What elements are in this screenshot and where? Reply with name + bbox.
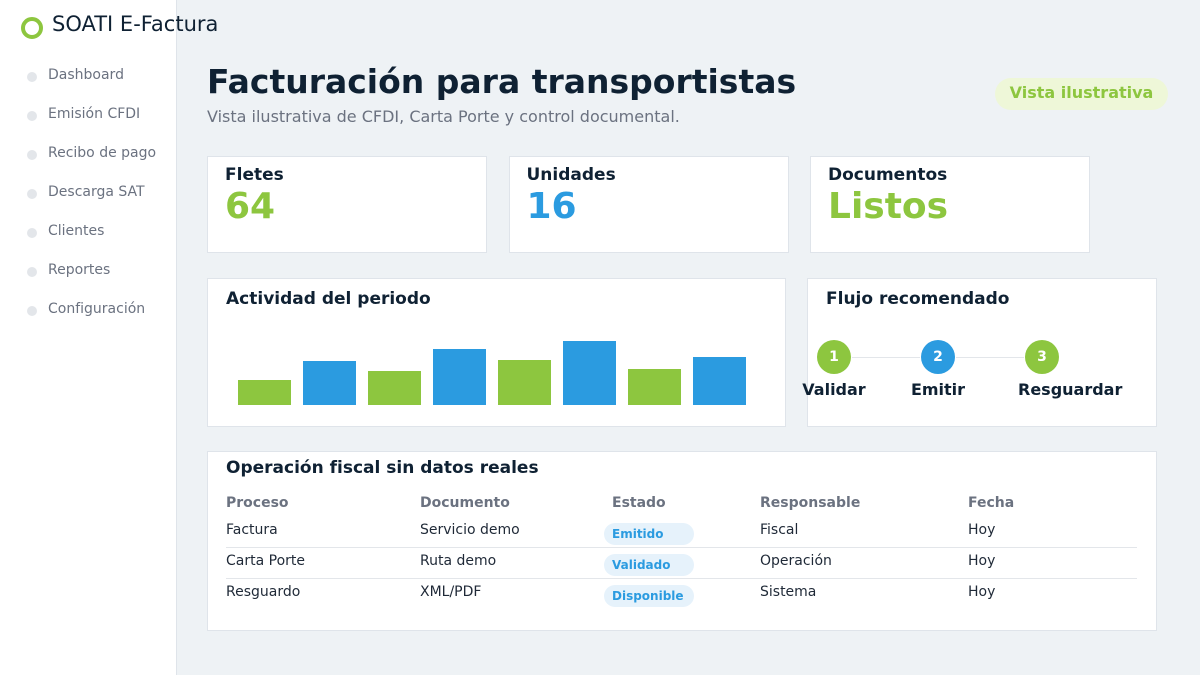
step-circle: 1 xyxy=(817,340,851,374)
status-pill: Disponible xyxy=(604,585,694,607)
nav-dot xyxy=(27,228,37,238)
stat-value: Listos xyxy=(828,186,949,227)
table-cell: Hoy xyxy=(968,522,996,538)
table-cell: Servicio demo xyxy=(420,522,520,538)
step-circle: 3 xyxy=(1025,340,1059,374)
badge: Vista ilustrativa xyxy=(995,78,1168,110)
table-cell: Factura xyxy=(226,522,278,538)
column-header: Responsable xyxy=(760,495,861,511)
table-cell: XML/PDF xyxy=(420,584,482,600)
nav-dot xyxy=(27,306,37,316)
page-subtitle: Vista ilustrativa de CFDI, Carta Porte y… xyxy=(207,107,680,126)
nav-item[interactable]: Clientes xyxy=(48,223,105,239)
row-separator xyxy=(226,547,1137,548)
nav-dot xyxy=(27,189,37,199)
nav-item[interactable]: Dashboard xyxy=(48,67,124,83)
nav-item[interactable]: Emisión CFDI xyxy=(48,106,141,122)
status-pill: Emitido xyxy=(604,523,694,545)
nav-dot xyxy=(27,111,37,121)
column-header: Proceso xyxy=(226,495,289,511)
table-cell: Hoy xyxy=(968,584,996,600)
stat-card xyxy=(810,156,1090,253)
bar xyxy=(303,361,356,405)
stat-label: Fletes xyxy=(225,165,284,185)
flow-connector xyxy=(956,357,1024,358)
table-cell: Operación xyxy=(760,553,832,569)
status-pill: Validado xyxy=(604,554,694,576)
nav-dot xyxy=(27,72,37,82)
sidebar xyxy=(0,0,177,675)
flow-connector xyxy=(852,357,920,358)
bar xyxy=(368,371,421,405)
nav-item[interactable]: Configuración xyxy=(48,301,146,317)
nav-item[interactable]: Recibo de pago xyxy=(48,145,157,161)
table-cell: Hoy xyxy=(968,553,996,569)
row-separator xyxy=(226,578,1137,579)
column-header: Fecha xyxy=(968,495,1015,511)
nav-dot xyxy=(27,267,37,277)
logo xyxy=(21,17,43,39)
nav-item[interactable]: Descarga SAT xyxy=(48,184,145,200)
nav-dot xyxy=(27,150,37,160)
table-cell: Ruta demo xyxy=(420,553,497,569)
table-title: Operación fiscal sin datos reales xyxy=(226,458,539,478)
stat-card xyxy=(207,156,487,253)
table-cell: Carta Porte xyxy=(226,553,305,569)
stat-label: Documentos xyxy=(828,165,948,185)
step-label: Emitir xyxy=(910,380,966,399)
app-name: SOATI E-Factura xyxy=(52,12,219,36)
activity-chart xyxy=(238,341,746,405)
stat-label: Unidades xyxy=(526,165,616,185)
stat-value: 64 xyxy=(225,186,276,227)
column-header: Estado xyxy=(612,495,666,511)
bar xyxy=(693,357,746,405)
flow-panel xyxy=(807,278,1157,427)
bar xyxy=(498,360,551,405)
step-label: Resguardar xyxy=(1018,380,1123,399)
step-label: Validar xyxy=(802,380,866,399)
table-cell: Resguardo xyxy=(226,584,301,600)
stat-card xyxy=(508,156,789,253)
bar xyxy=(433,349,486,405)
nav-item[interactable]: Reportes xyxy=(48,262,111,278)
page-title: Facturación para transportistas xyxy=(207,62,797,101)
bar xyxy=(628,369,681,405)
step-circle: 2 xyxy=(921,340,955,374)
bar xyxy=(563,341,616,405)
table-cell: Sistema xyxy=(760,584,817,600)
stat-value: 16 xyxy=(526,186,577,227)
column-header: Documento xyxy=(420,495,510,511)
table-cell: Fiscal xyxy=(760,522,799,538)
bar xyxy=(238,380,291,405)
activity-title: Actividad del periodo xyxy=(226,289,431,309)
flow-title: Flujo recomendado xyxy=(826,289,1010,309)
